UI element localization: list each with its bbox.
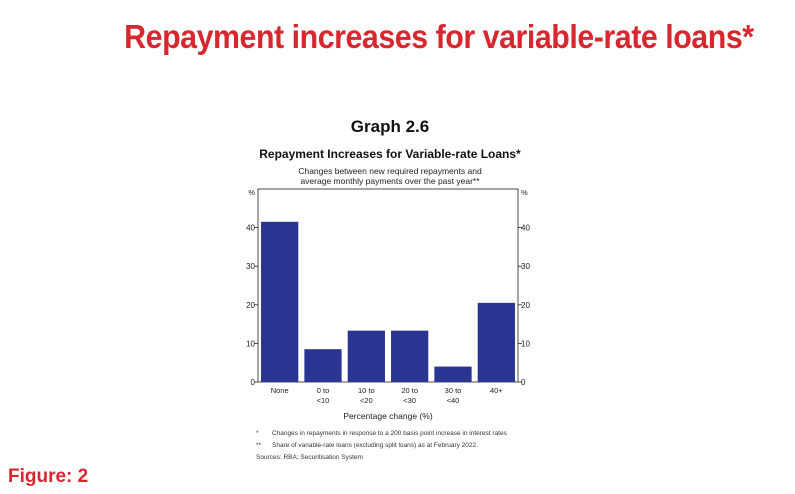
x-tick-label: <20 — [360, 396, 373, 405]
y-tick-label-left: 20 — [246, 301, 255, 310]
y-tick-label-right: 10 — [521, 339, 530, 348]
footnote-2-text: Share of variable-rate loans (excluding … — [272, 441, 478, 449]
footnote-1-text: Changes in repayments in response to a 2… — [272, 430, 507, 437]
sources: Sources: RBA; Securitisation System — [256, 454, 363, 461]
footnote-1-mark: * — [256, 430, 259, 437]
headline: Repayment increases for variable-rate lo… — [124, 18, 754, 55]
x-tick-label: <10 — [317, 396, 330, 405]
x-tick-label: 0 to — [317, 386, 330, 395]
bar — [347, 330, 385, 382]
bar — [261, 221, 299, 382]
y-tick-label-left: 0 — [251, 378, 256, 387]
graph-subtitle-line2: average monthly payments over the past y… — [300, 176, 480, 186]
y-tick-label-right: 0 — [521, 378, 526, 387]
x-axis-label: Percentage change (%) — [343, 411, 432, 421]
footnote-2-mark: ** — [256, 441, 262, 449]
y-tick-label-left: 10 — [246, 339, 255, 348]
footnote-1: * Changes in repayments in response to a… — [256, 430, 526, 439]
x-tick-label: 30 to — [445, 386, 462, 395]
y-tick-label-right: 20 — [521, 301, 530, 310]
bar — [477, 302, 515, 382]
y-tick-label-left: 40 — [246, 224, 255, 233]
y-tick-label-left: 30 — [246, 262, 255, 271]
bar — [391, 330, 429, 382]
y-axis-unit-right: % — [521, 188, 528, 197]
footnotes: * Changes in repayments in response to a… — [256, 430, 526, 463]
y-tick-label-right: 30 — [521, 262, 530, 271]
bar — [304, 349, 342, 382]
footnote-2: ** Share of variable-rate loans (excludi… — [256, 442, 526, 451]
y-axis-unit-left: % — [248, 188, 255, 197]
x-tick-label: None — [271, 386, 289, 395]
y-tick-label-right: 40 — [521, 224, 530, 233]
graph-subtitle: Changes between new required repayments … — [240, 166, 540, 186]
plot-frame — [257, 188, 519, 383]
graph-number: Graph 2.6 — [350, 117, 430, 136]
x-tick-label: 20 to — [401, 386, 418, 395]
bar — [434, 366, 472, 382]
graph-subtitle-line1: Changes between new required repayments … — [298, 166, 482, 176]
x-tick-label: 10 to — [358, 386, 375, 395]
x-tick-label: <30 — [403, 396, 416, 405]
x-tick-label: <40 — [447, 396, 460, 405]
figure-label: Figure: 2 — [8, 466, 89, 487]
x-tick-label: 40+ — [490, 386, 503, 395]
graph-title: Repayment Increases for Variable-rate Lo… — [259, 147, 521, 161]
